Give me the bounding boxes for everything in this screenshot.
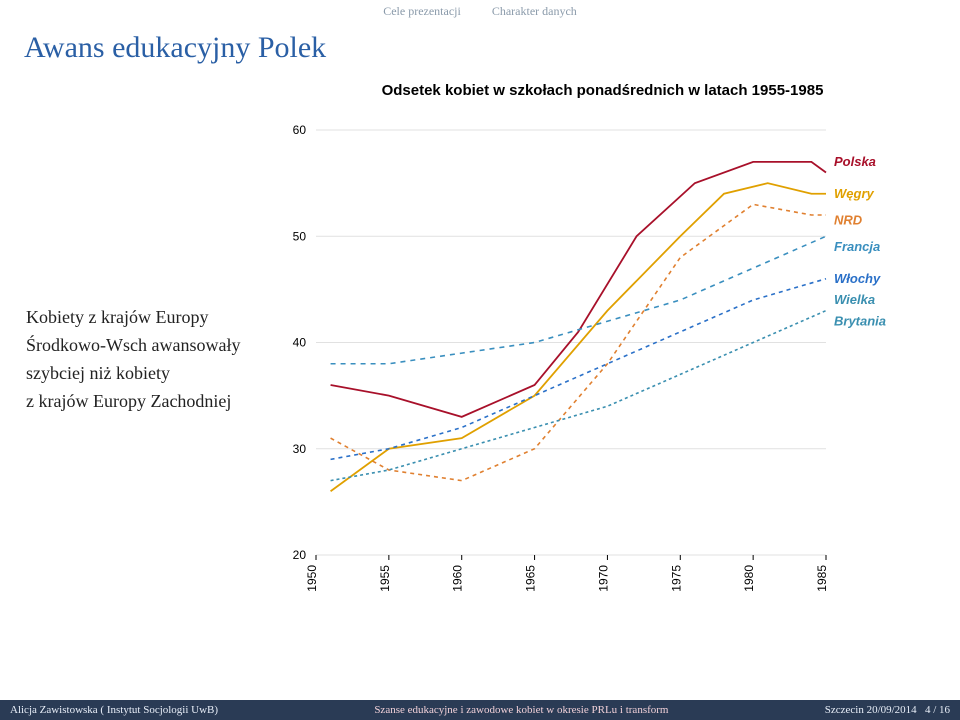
svg-text:1965: 1965 <box>524 565 538 592</box>
svg-text:Polska: Polska <box>834 154 876 169</box>
page-title: Awans edukacyjny Polek <box>0 19 960 65</box>
svg-text:1950: 1950 <box>305 565 319 592</box>
footer-bar: Alicja Zawistowska ( Instytut Socjologii… <box>0 700 960 720</box>
svg-text:Wielka: Wielka <box>834 292 875 307</box>
footer-author: Alicja Zawistowska ( Instytut Socjologii… <box>10 704 218 716</box>
nav-item-charakter[interactable]: Charakter danych <box>492 4 577 18</box>
slide: Cele prezentacji Charakter danych Awans … <box>0 0 960 720</box>
top-nav: Cele prezentacji Charakter danych <box>0 0 960 19</box>
svg-text:1960: 1960 <box>451 565 465 592</box>
chart-container: Odsetek kobiet w szkołach ponadśrednich … <box>261 80 944 640</box>
svg-text:1985: 1985 <box>815 565 829 592</box>
footer-page: Szczecin 20/09/2014 4 / 16 <box>825 704 950 716</box>
svg-text:60: 60 <box>293 123 307 137</box>
side-text-line: Kobiety z krajów Europy <box>26 304 261 332</box>
svg-text:Węgry: Węgry <box>834 186 875 201</box>
svg-text:Włochy: Włochy <box>834 271 881 286</box>
side-text: Kobiety z krajów Europy Środkowo-Wsch aw… <box>16 304 261 416</box>
svg-text:50: 50 <box>293 229 307 243</box>
svg-text:20: 20 <box>293 548 307 562</box>
svg-text:30: 30 <box>293 442 307 456</box>
svg-text:40: 40 <box>293 336 307 350</box>
side-text-line: z krajów Europy Zachodniej <box>26 388 261 416</box>
svg-text:1975: 1975 <box>669 565 683 592</box>
svg-text:1970: 1970 <box>596 565 610 592</box>
chart-title: Odsetek kobiet w szkołach ponadśrednich … <box>261 82 944 99</box>
side-text-line: szybciej niż kobiety <box>26 360 261 388</box>
side-text-line: Środkowo-Wsch awansowały <box>26 332 261 360</box>
content-row: Kobiety z krajów Europy Środkowo-Wsch aw… <box>0 65 960 655</box>
svg-text:1955: 1955 <box>378 565 392 592</box>
nav-item-cele[interactable]: Cele prezentacji <box>383 4 461 18</box>
svg-text:Francja: Francja <box>834 239 880 254</box>
svg-text:1980: 1980 <box>742 565 756 592</box>
line-chart: 20 30 40 50 60 1950 1955 1960 1965 1970 1975 1980 19… <box>261 110 921 610</box>
svg-text:NRD: NRD <box>834 212 863 227</box>
svg-text:Brytania: Brytania <box>834 313 886 328</box>
footer-title: Szanse edukacyjne i zawodowe kobiet w ok… <box>218 704 825 716</box>
